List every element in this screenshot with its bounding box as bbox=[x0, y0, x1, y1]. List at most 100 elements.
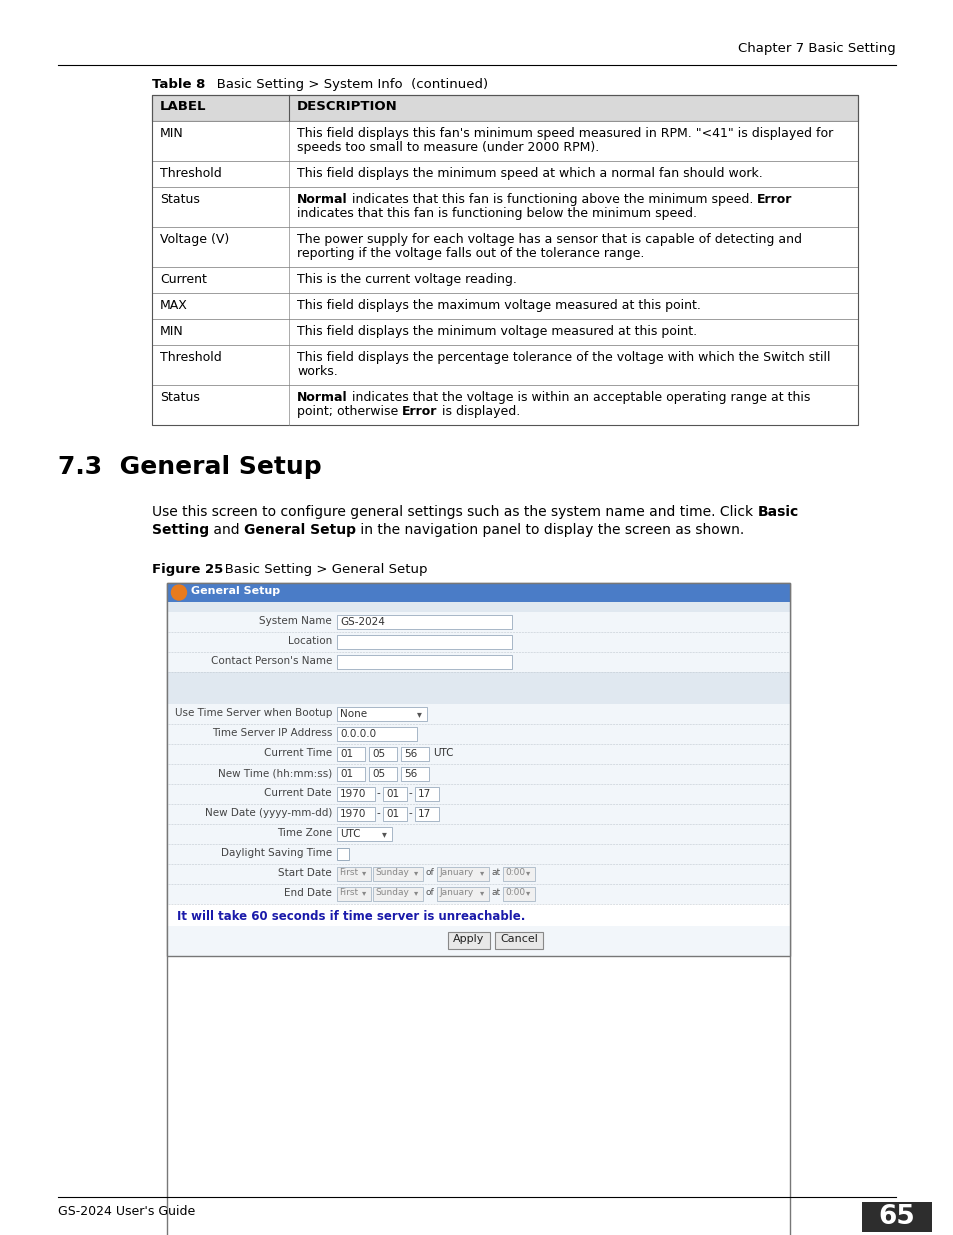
Text: 05: 05 bbox=[372, 748, 385, 760]
Bar bbox=[400, 767, 429, 781]
Text: General Setup: General Setup bbox=[191, 585, 280, 597]
Text: ▾: ▾ bbox=[479, 888, 484, 897]
Bar bbox=[152, 95, 857, 121]
Bar bbox=[167, 764, 789, 784]
Text: 65: 65 bbox=[878, 1204, 915, 1230]
Text: None: None bbox=[339, 709, 367, 719]
Text: Use this screen to configure general settings such as the system name and time. : Use this screen to configure general set… bbox=[152, 505, 757, 519]
Text: Sunday: Sunday bbox=[375, 888, 409, 897]
Bar bbox=[369, 767, 396, 781]
Text: Error: Error bbox=[402, 405, 437, 417]
Text: 05: 05 bbox=[372, 769, 385, 779]
Text: 7.3  General Setup: 7.3 General Setup bbox=[58, 454, 321, 479]
Bar bbox=[167, 652, 789, 672]
Text: Current: Current bbox=[160, 273, 207, 287]
Bar bbox=[336, 767, 365, 781]
Bar bbox=[436, 887, 489, 902]
Text: January: January bbox=[438, 888, 473, 897]
Text: Setting: Setting bbox=[152, 522, 209, 537]
Text: GS-2024: GS-2024 bbox=[339, 618, 384, 627]
Text: -: - bbox=[409, 788, 413, 798]
Text: Current Date: Current Date bbox=[264, 788, 332, 798]
Text: 01: 01 bbox=[386, 809, 398, 819]
Bar bbox=[336, 655, 512, 669]
Text: This field displays the minimum speed at which a normal fan should work.: This field displays the minimum speed at… bbox=[296, 167, 762, 180]
Bar bbox=[167, 724, 789, 743]
Text: General Setup: General Setup bbox=[244, 522, 355, 537]
Text: indicates that this fan is functioning above the minimum speed.: indicates that this fan is functioning a… bbox=[347, 193, 757, 206]
Text: ▾: ▾ bbox=[479, 868, 484, 877]
Text: 1970: 1970 bbox=[339, 789, 366, 799]
Text: ▾: ▾ bbox=[361, 888, 366, 897]
Bar bbox=[336, 615, 512, 629]
Bar bbox=[167, 583, 789, 1235]
Text: Normal: Normal bbox=[296, 391, 347, 404]
Text: Start Date: Start Date bbox=[278, 868, 332, 878]
Text: ▾: ▾ bbox=[525, 868, 530, 877]
Bar bbox=[502, 867, 535, 881]
Bar bbox=[167, 784, 789, 804]
Bar bbox=[415, 787, 438, 802]
Text: Basic Setting > General Setup: Basic Setting > General Setup bbox=[212, 563, 427, 576]
Bar bbox=[495, 932, 542, 948]
Text: Chapter 7 Basic Setting: Chapter 7 Basic Setting bbox=[738, 42, 895, 56]
Text: Basic: Basic bbox=[757, 505, 798, 519]
Text: 56: 56 bbox=[403, 748, 416, 760]
Bar bbox=[448, 932, 490, 948]
Text: New Date (yyyy-mm-dd): New Date (yyyy-mm-dd) bbox=[204, 808, 332, 818]
Text: Time Server IP Address: Time Server IP Address bbox=[212, 727, 332, 739]
Text: reporting if the voltage falls out of the tolerance range.: reporting if the voltage falls out of th… bbox=[296, 247, 643, 261]
Bar bbox=[152, 121, 857, 161]
Text: point; otherwise: point; otherwise bbox=[296, 405, 402, 417]
Bar bbox=[167, 672, 789, 694]
Text: 01: 01 bbox=[386, 789, 398, 799]
Bar bbox=[369, 747, 396, 761]
Text: of: of bbox=[426, 868, 435, 877]
Text: Threshold: Threshold bbox=[160, 351, 221, 364]
Bar bbox=[400, 747, 429, 761]
Text: at: at bbox=[492, 868, 500, 877]
Text: 0:00: 0:00 bbox=[504, 888, 524, 897]
Text: ▾: ▾ bbox=[525, 888, 530, 897]
Text: Use Time Server when Bootup: Use Time Server when Bootup bbox=[174, 708, 332, 718]
Bar bbox=[336, 848, 349, 860]
Text: Daylight Saving Time: Daylight Saving Time bbox=[221, 848, 332, 858]
Bar bbox=[167, 804, 789, 824]
Bar bbox=[336, 787, 375, 802]
Text: ▾: ▾ bbox=[416, 709, 421, 719]
Text: Location: Location bbox=[288, 636, 332, 646]
Bar bbox=[167, 694, 789, 704]
Text: UTC: UTC bbox=[339, 829, 360, 839]
Text: UTC: UTC bbox=[433, 748, 453, 758]
Text: indicates that the voltage is within an acceptable operating range at this: indicates that the voltage is within an … bbox=[347, 391, 809, 404]
Bar bbox=[373, 887, 422, 902]
Bar bbox=[167, 613, 789, 632]
Text: ▾: ▾ bbox=[361, 868, 366, 877]
Text: Table 8: Table 8 bbox=[152, 78, 205, 91]
Text: First: First bbox=[338, 868, 357, 877]
Text: This field displays the minimum voltage measured at this point.: This field displays the minimum voltage … bbox=[296, 325, 697, 338]
Text: -: - bbox=[376, 808, 380, 818]
Text: This field displays the maximum voltage measured at this point.: This field displays the maximum voltage … bbox=[296, 299, 700, 312]
Bar bbox=[502, 887, 535, 902]
Text: Threshold: Threshold bbox=[160, 167, 221, 180]
Bar bbox=[167, 704, 789, 724]
Text: First: First bbox=[338, 888, 357, 897]
Text: 56: 56 bbox=[403, 769, 416, 779]
Bar bbox=[373, 867, 422, 881]
Bar bbox=[167, 844, 789, 864]
Text: speeds too small to measure (under 2000 RPM).: speeds too small to measure (under 2000 … bbox=[296, 141, 598, 154]
Text: Basic Setting > System Info  (continued): Basic Setting > System Info (continued) bbox=[204, 78, 488, 91]
Circle shape bbox=[172, 585, 186, 600]
Bar bbox=[336, 827, 392, 841]
Bar bbox=[382, 806, 407, 821]
Bar bbox=[336, 635, 512, 650]
Text: Time Zone: Time Zone bbox=[276, 827, 332, 839]
Text: Apply: Apply bbox=[453, 934, 484, 944]
Text: 17: 17 bbox=[417, 789, 431, 799]
Text: Contact Person's Name: Contact Person's Name bbox=[211, 656, 332, 666]
Text: at: at bbox=[492, 888, 500, 897]
Text: DESCRIPTION: DESCRIPTION bbox=[296, 100, 397, 112]
Bar bbox=[167, 743, 789, 764]
Text: 01: 01 bbox=[339, 769, 353, 779]
